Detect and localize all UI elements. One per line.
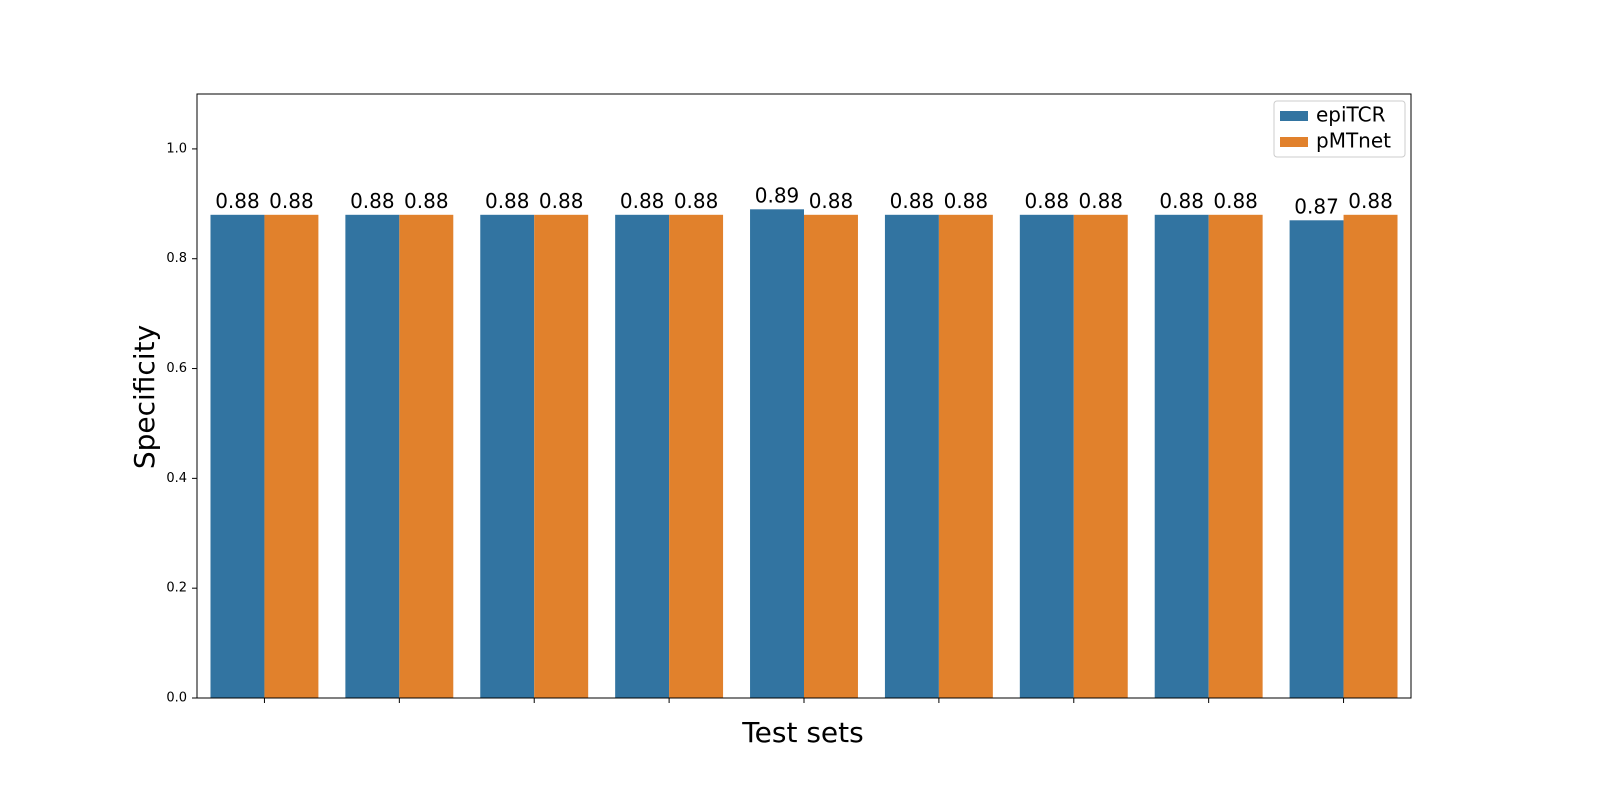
data-label-epiTCR-8: 0.88 (1159, 189, 1204, 213)
data-label-epiTCR-4: 0.88 (620, 189, 665, 213)
bar-pMTnet-5 (804, 214, 858, 699)
legend-label-epiTCR: epiTCR (1316, 103, 1386, 127)
bar-epiTCR-5 (750, 209, 804, 699)
bar-epiTCR-6 (884, 214, 939, 699)
data-labels-layer: 0.88 0.88 0.88 0.88 0.89 0.88 0.88 0.88 0.87 0.88… (215, 183, 1393, 218)
data-label-pMTnet-3: 0.88 (539, 189, 584, 213)
legend-swatch-epiTCR (1280, 111, 1308, 121)
y-tick-label-0.8: 0.8 (166, 251, 187, 266)
bar-pMTnet-8 (1208, 214, 1263, 699)
data-label-epiTCR-7: 0.88 (1025, 189, 1070, 213)
data-label-pMTnet-7: 0.88 (1078, 189, 1123, 213)
bar-pMTnet-6 (938, 214, 993, 699)
data-label-pMTnet-6: 0.88 (944, 189, 989, 213)
data-label-epiTCR-2: 0.88 (350, 189, 395, 213)
bar-pMTnet-7 (1073, 214, 1128, 699)
data-label-epiTCR-3: 0.88 (485, 189, 530, 213)
bars-layer (210, 209, 1398, 699)
bar-pMTnet-1 (264, 214, 319, 699)
y-tick-label-1.0: 1.0 (166, 141, 187, 156)
legend-label-pMTnet: pMTnet (1316, 129, 1391, 153)
data-label-pMTnet-4: 0.88 (674, 189, 719, 213)
bar-epiTCR-7 (1019, 214, 1074, 699)
bar-epiTCR-9 (1289, 220, 1344, 699)
bar-pMTnet-2 (399, 214, 454, 699)
data-label-pMTnet-9: 0.88 (1348, 189, 1393, 213)
bar-epiTCR-3 (480, 214, 535, 699)
y-tick-label-0.2: 0.2 (166, 581, 187, 596)
data-label-pMTnet-8: 0.88 (1213, 189, 1258, 213)
axes-layer: 0.0 0.2 0.4 0.6 0.8 1.0 (166, 93, 1412, 706)
data-label-pMTnet-2: 0.88 (404, 189, 449, 213)
y-tick-label-0.6: 0.6 (166, 361, 187, 376)
bar-epiTCR-4 (615, 214, 670, 699)
data-label-epiTCR-5: 0.89 (755, 183, 800, 207)
y-tick-label-0.0: 0.0 (166, 691, 187, 706)
bar-pMTnet-4 (669, 214, 724, 699)
legend-swatch-pMTnet (1280, 137, 1308, 147)
data-label-pMTnet-5: 0.88 (809, 189, 854, 213)
bar-pMTnet-9 (1343, 214, 1398, 699)
y-tick-label-0.4: 0.4 (166, 471, 187, 486)
data-label-pMTnet-1: 0.88 (269, 189, 314, 213)
bar-epiTCR-2 (345, 214, 400, 699)
x-axis-label: Test sets (741, 716, 863, 749)
y-axis-label: Specificity (128, 325, 161, 469)
data-label-epiTCR-6: 0.88 (890, 189, 935, 213)
bar-pMTnet-3 (534, 214, 589, 699)
data-label-epiTCR-1: 0.88 (215, 189, 260, 213)
bar-epiTCR-8 (1154, 214, 1209, 699)
bar-epiTCR-1 (210, 214, 265, 699)
data-label-epiTCR-9: 0.87 (1294, 194, 1339, 218)
